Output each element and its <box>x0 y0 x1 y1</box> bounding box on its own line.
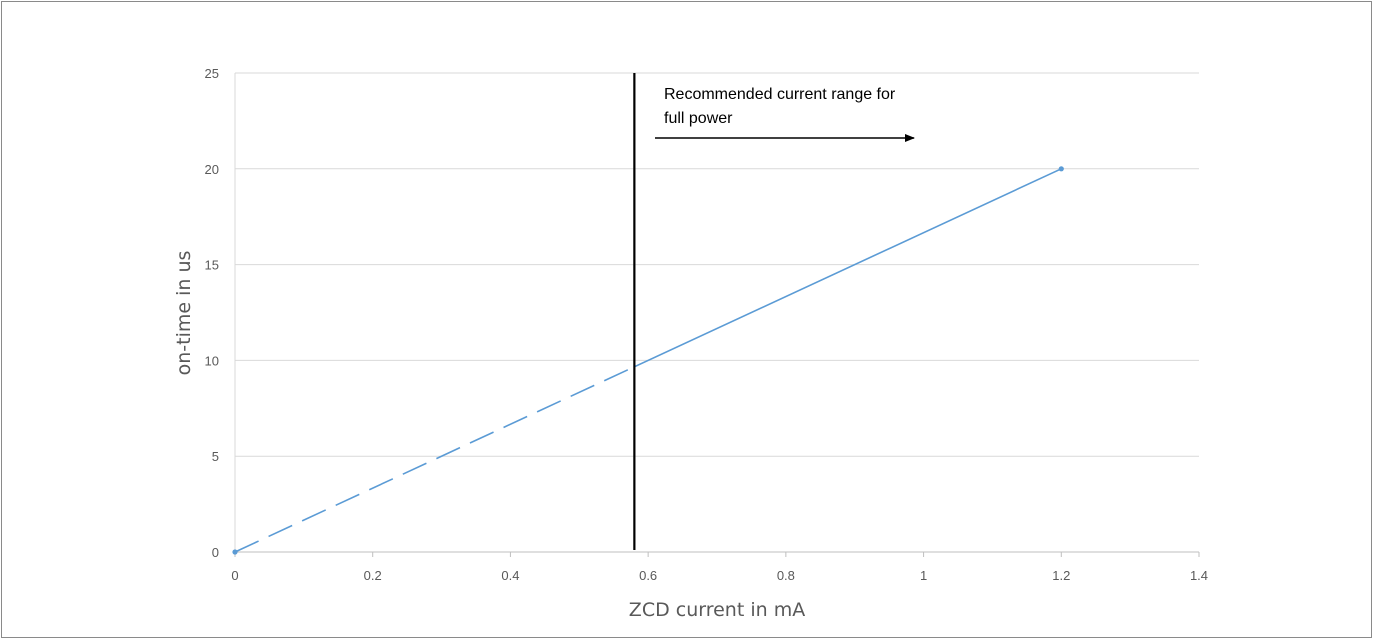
axes <box>234 73 1200 557</box>
x-tick-labels: 0 0.2 0.4 0.6 0.8 1 1.2 1.4 <box>231 568 1208 583</box>
x-tick-label: 0.4 <box>501 568 519 583</box>
y-tick-label: 10 <box>205 353 219 368</box>
x-axis-title: ZCD current in mA <box>629 599 805 621</box>
x-tick-label: 0.2 <box>364 568 382 583</box>
y-tick-label: 0 <box>212 545 219 560</box>
y-tick-label: 25 <box>205 66 219 81</box>
gridlines <box>235 72 1199 457</box>
y-tick-label: 5 <box>212 449 219 464</box>
y-tick-label: 20 <box>205 162 219 177</box>
x-tick-label: 0.6 <box>639 568 657 583</box>
y-tick-labels: 0 5 10 15 20 25 <box>205 66 219 560</box>
series-line-solid <box>634 168 1062 368</box>
x-tick-label: 1 <box>920 568 927 583</box>
y-axis-title: on-time in us <box>173 251 195 376</box>
x-tick-label: 0 <box>231 568 238 583</box>
data-point <box>1058 166 1064 172</box>
annotation: Recommended current range for full power <box>655 86 915 142</box>
x-tick-label: 1.2 <box>1052 568 1070 583</box>
data-point <box>232 549 238 555</box>
x-tick-label: 0.8 <box>777 568 795 583</box>
series <box>232 166 1064 555</box>
series-line-dashed <box>234 366 635 553</box>
annotation-line-1: Recommended current range for <box>664 86 896 103</box>
x-tick-label: 1.4 <box>1190 568 1208 583</box>
annotation-line-2: full power <box>664 110 733 127</box>
y-tick-label: 15 <box>205 258 219 273</box>
